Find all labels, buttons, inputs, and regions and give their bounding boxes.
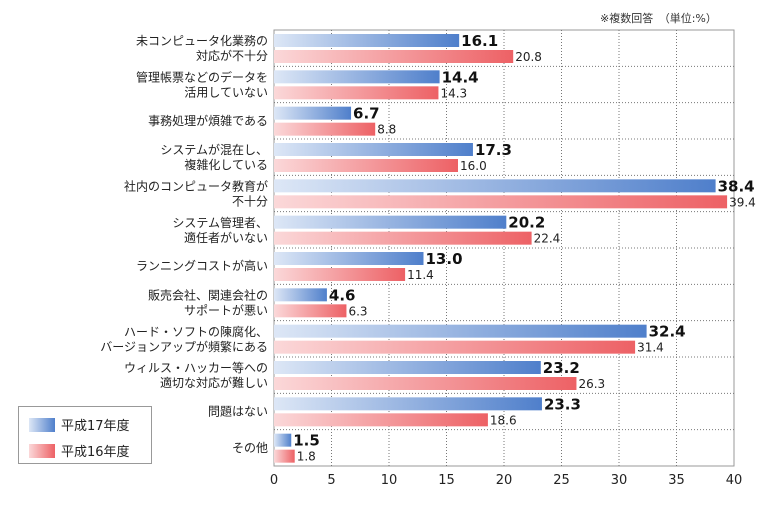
category-label: 適切な対応が難しい (160, 375, 268, 390)
value-label-h17: 38.4 (718, 177, 755, 195)
value-label-h16: 26.3 (578, 377, 605, 391)
value-label-h16: 8.8 (377, 123, 396, 137)
bar-h17 (274, 397, 542, 411)
x-tick-label: 30 (611, 473, 628, 488)
category-label: システムが混在し、 (160, 142, 268, 157)
bar-h17 (274, 143, 473, 156)
category-label: 社内のコンピュータ教育が (124, 179, 268, 194)
value-label-h16: 1.8 (297, 450, 316, 464)
value-label-h16: 39.4 (729, 195, 756, 209)
x-tick-label: 20 (496, 473, 513, 488)
bar-h17 (274, 361, 541, 374)
category-label: 未コンピュータ化業務の (136, 34, 268, 48)
bar-h17 (274, 252, 424, 265)
bar-h17 (274, 106, 352, 120)
category-label: バージョンアップが頻繁にある (100, 339, 268, 354)
x-tick-label: 35 (668, 473, 685, 488)
category-label: ウィルス・ハッカー等への (124, 361, 268, 375)
bar-h17 (274, 324, 647, 338)
category-label: 管理帳票などのデータを (136, 70, 268, 85)
bar-h16 (274, 449, 295, 463)
value-label-h16: 31.4 (637, 341, 664, 355)
value-label-h16: 16.0 (460, 159, 487, 173)
category-label: 問題はない (208, 405, 268, 419)
bar-h16 (274, 86, 439, 100)
x-tick-label: 0 (270, 473, 278, 488)
legend-label-h16: 平成16年度 (61, 445, 130, 460)
x-tick-label: 40 (726, 473, 743, 488)
category-label: ランニングコストが高い (136, 258, 268, 273)
value-label-h16: 11.4 (407, 268, 434, 282)
category-label: その他 (232, 441, 268, 455)
bar-h17 (274, 179, 716, 193)
legend-swatch-h16 (29, 443, 55, 458)
value-label-h17: 4.6 (329, 286, 356, 304)
value-label-h16: 22.4 (534, 232, 561, 246)
bar-h16 (274, 50, 514, 63)
x-tick-label: 25 (553, 473, 570, 488)
x-tick-label: 5 (327, 473, 335, 488)
legend-item-h17: 平成17年度 (29, 415, 130, 434)
bar-h16 (274, 195, 728, 209)
unit-note: ※複数回答 （単位:%） (600, 12, 717, 25)
value-label-h17: 32.4 (649, 323, 686, 341)
category-label: 対応が不十分 (196, 48, 268, 63)
category-label: 不十分 (232, 195, 268, 209)
legend-label-h17: 平成17年度 (61, 419, 130, 434)
bar-h16 (274, 231, 532, 245)
category-label: 事務処理が煩雑である (148, 113, 268, 128)
bar-h16 (274, 268, 406, 281)
bar-h17 (274, 70, 440, 84)
value-label-h16: 20.8 (515, 50, 542, 64)
x-tick-label: 10 (381, 473, 398, 488)
bar-h16 (274, 340, 636, 354)
value-label-h16: 18.6 (490, 413, 517, 427)
bar-h16 (274, 304, 347, 318)
x-tick-label: 15 (438, 473, 455, 488)
bar-h16 (274, 413, 488, 427)
category-label: システム管理者、 (172, 215, 268, 230)
value-label-h17: 23.3 (544, 395, 581, 413)
bar-h16 (274, 122, 376, 136)
value-label-h17: 16.1 (461, 32, 498, 50)
bar-h17 (274, 288, 327, 302)
legend-item-h16: 平成16年度 (29, 441, 130, 460)
value-label-h16: 14.3 (440, 86, 467, 100)
legend: 平成17年度 平成16年度 (18, 406, 152, 464)
category-label: 適任者がいない (184, 230, 268, 245)
bar-h17 (274, 433, 292, 447)
legend-swatch-h17 (29, 417, 55, 432)
value-label-h17: 1.5 (293, 432, 320, 450)
value-label-h16: 6.3 (348, 304, 367, 318)
category-label: 複雑化している (184, 157, 268, 172)
bar-h16 (274, 159, 458, 172)
value-label-h17: 14.4 (442, 68, 479, 86)
bar-h16 (274, 377, 577, 390)
value-label-h17: 17.3 (475, 141, 512, 159)
category-label: サポートが悪い (184, 303, 268, 318)
value-label-h17: 13.0 (426, 250, 463, 268)
category-label: 活用していない (184, 86, 268, 100)
bar-h17 (274, 215, 507, 229)
category-label: ハード・ソフトの陳腐化、 (124, 324, 268, 339)
value-label-h17: 23.2 (543, 359, 580, 377)
category-label: 販売会社、関連会社の (148, 288, 268, 303)
bar-h17 (274, 34, 460, 47)
value-label-h17: 20.2 (508, 214, 545, 232)
value-label-h17: 6.7 (353, 105, 380, 123)
